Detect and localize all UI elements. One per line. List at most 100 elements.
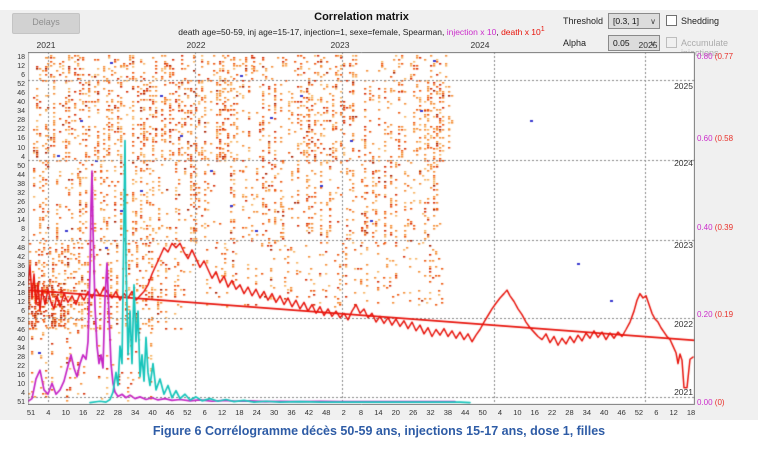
y-tick-label: 18	[17, 290, 25, 298]
y-tick-label: 16	[17, 372, 25, 379]
y-tick-label: 4	[21, 153, 25, 161]
correlogram-plot	[28, 52, 695, 405]
x-tick-label: 30	[270, 408, 279, 417]
y-tick-label: 28	[17, 117, 25, 125]
y-tick-label: 2	[21, 235, 25, 243]
y-tick-label: 22	[17, 126, 25, 134]
x-tick-label: 4	[497, 408, 503, 417]
x-tick-label: 38	[443, 408, 453, 417]
y-tick-label: 12	[17, 62, 25, 70]
x-tick-label: 50	[478, 408, 487, 417]
y-tick-label: 46	[17, 326, 25, 334]
x-tick-label: 6	[654, 408, 659, 417]
subtitle-death: death x 101	[501, 25, 545, 37]
x-tick-label: 14	[374, 408, 383, 417]
accumulate-injections-checkbox	[666, 37, 677, 48]
y-tick-label: 32	[17, 190, 25, 197]
y-tick-label: 4	[21, 390, 25, 398]
y-tick-label: 40	[17, 99, 25, 106]
top-year-label: 2024	[470, 40, 490, 50]
top-year-label: 2023	[330, 40, 350, 50]
y-tick-label: 42	[17, 253, 25, 261]
y-tick-label: 50	[17, 162, 25, 170]
y-tick-label: 20	[17, 208, 25, 216]
x-tick-label: 10	[513, 408, 522, 417]
x-tick-label: 8	[358, 408, 364, 417]
y-tick-label: 36	[17, 262, 25, 270]
right-year-label: 2021	[674, 387, 693, 397]
x-tick-label: 22	[96, 408, 105, 417]
subtitle-separator: ,	[496, 26, 502, 37]
figure-caption: Figure 6 Corrélogramme décès 50-59 ans, …	[152, 424, 606, 438]
threshold-dropdown[interactable]: [0.3, 1] ∨	[608, 13, 660, 29]
x-tick-label: 32	[426, 408, 435, 417]
y-tick-label: 12	[17, 299, 25, 307]
correlation-scale-label: 0.40 (0.39	[697, 223, 734, 232]
y-tick-label: 52	[17, 317, 25, 325]
subtitle-injection: injection x 10	[446, 26, 497, 37]
y-tick-label: 38	[17, 180, 25, 188]
delays-button[interactable]: Delays	[12, 13, 80, 34]
x-tick-label: 2	[341, 408, 346, 417]
y-tick-label: 44	[17, 171, 25, 179]
correlation-scale-label: 0.20 (0.19	[697, 310, 734, 319]
x-tick-label: 52	[183, 408, 192, 417]
chart-subtitle: death age=50-59, inj age=15-17, injectio…	[28, 25, 695, 37]
top-year-label: 2021	[36, 40, 56, 50]
y-tick-label: 34	[17, 108, 25, 116]
y-tick-label: 28	[17, 353, 25, 361]
x-tick-label: 22	[547, 408, 557, 417]
y-tick-label: 10	[17, 381, 25, 389]
right-year-label: 2023	[674, 240, 693, 250]
x-tick-label: 51	[26, 408, 36, 417]
y-tick-label: 16	[17, 135, 25, 143]
y-tick-label: 51	[17, 399, 25, 407]
chevron-down-icon: ∨	[650, 17, 656, 26]
alpha-dropdown[interactable]: 0.05 ∨	[608, 35, 660, 51]
x-tick-label: 28	[113, 408, 123, 417]
y-tick-label: 30	[17, 271, 25, 279]
accumulate-injections-label: Accumulate injections	[681, 38, 729, 58]
x-tick-label: 26	[408, 408, 418, 417]
y-tick-label: 48	[17, 244, 25, 252]
shedding-checkbox[interactable]	[666, 15, 677, 26]
y-tick-label: 46	[17, 89, 25, 97]
y-tick-label: 22	[17, 362, 25, 370]
x-tick-label: 16	[78, 408, 88, 417]
x-tick-label: 6	[202, 408, 207, 417]
right-year-label: 2024	[674, 158, 693, 168]
x-tick-label: 36	[287, 408, 296, 417]
shedding-label: Shedding	[681, 16, 720, 26]
y-tick-label: 10	[17, 144, 25, 152]
y-tick-label: 26	[17, 199, 25, 207]
y-tick-label: 6	[21, 71, 25, 79]
correlation-scale-label: 0.80 (0.77	[697, 52, 734, 61]
y-tick-label: 24	[17, 281, 25, 288]
x-tick-label: 4	[46, 408, 51, 417]
y-tick-label: 40	[17, 335, 25, 343]
correlation-scale-label: 0.00 (0)	[697, 398, 725, 407]
x-tick-label: 34	[582, 408, 591, 417]
x-tick-label: 20	[391, 408, 400, 417]
x-tick-label: 52	[634, 408, 644, 417]
x-tick-label: 40	[148, 408, 157, 417]
x-tick-label: 18	[235, 408, 244, 417]
y-tick-label: 14	[17, 217, 25, 225]
x-tick-label: 16	[530, 408, 539, 417]
x-tick-label: 42	[304, 408, 314, 417]
alpha-label: Alpha	[563, 38, 587, 48]
chevron-down-icon: ∨	[650, 39, 656, 48]
x-tick-label: 18	[686, 408, 696, 417]
y-tick-label: 34	[17, 344, 25, 352]
correlation-scale-label: 0.60 (0.58	[697, 134, 734, 143]
subtitle-plain: death age=50-59, inj age=15-17, injectio…	[178, 26, 447, 37]
threshold-label: Threshold	[563, 16, 604, 26]
x-tick-label: 46	[165, 408, 175, 417]
chart-title: Correlation matrix	[314, 11, 409, 23]
top-year-label: 2022	[186, 40, 206, 50]
right-year-label: 2022	[674, 319, 693, 329]
x-tick-label: 40	[600, 408, 609, 417]
x-tick-label: 12	[669, 408, 678, 417]
x-tick-label: 48	[322, 408, 331, 417]
